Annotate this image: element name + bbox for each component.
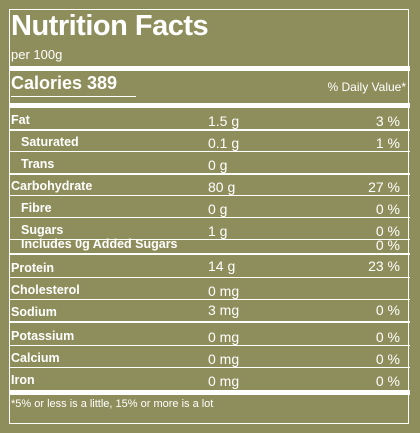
nutrient-amount: 0 mg — [208, 329, 240, 345]
nutrient-row-iron: Iron 0 mg 0 % — [10, 368, 410, 390]
nutrient-daily-value: 3 % — [375, 113, 400, 129]
serving-size: per 100g — [11, 47, 63, 62]
row-divider — [10, 367, 410, 368]
nutrient-name: Sodium — [11, 305, 57, 319]
nutrient-amount: 0 mg — [208, 283, 240, 299]
nutrient-amount: 0 g — [208, 201, 228, 217]
nutrient-row-sugars: Sugars 1 g 0 % — [10, 218, 410, 240]
nutrient-name: Trans — [21, 157, 55, 171]
nutrient-amount: 3 mg — [208, 302, 240, 318]
nutrient-daily-value: 23 % — [368, 258, 400, 274]
row-divider — [10, 129, 410, 131]
nutrient-name: Sugars — [21, 223, 64, 237]
nutrient-row-sodium: Sodium 3 mg 0 % — [10, 300, 410, 323]
row-divider — [10, 239, 410, 240]
nutrient-daily-value: 0 % — [375, 373, 400, 389]
nutrient-amount: 1 g — [208, 223, 228, 239]
nutrient-row-carbohydrate: Carbohydrate 80 g 27 % — [10, 174, 410, 196]
calories-label: Calories 389 — [11, 73, 118, 93]
nutrient-daily-value: 0 % — [375, 302, 400, 318]
nutrient-daily-value: 0 % — [375, 329, 400, 345]
nutrient-name: Cholesterol — [11, 283, 80, 297]
nutrient-amount: 0 g — [208, 157, 228, 173]
nutrient-amount: 0.1 g — [208, 135, 240, 151]
nutrient-name: Potassium — [11, 329, 75, 343]
row-divider — [10, 345, 410, 346]
nutrient-row-protein: Protein 14 g 23 % — [10, 256, 410, 278]
nutrient-row-added-sugars: Includes 0g Added Sugars 0 % — [10, 236, 410, 255]
nutrient-row-saturated: Saturated 0.1 g 1 % — [10, 130, 410, 152]
row-divider — [10, 195, 410, 196]
nutrient-row-potassium: Potassium 0 mg 0 % — [10, 324, 410, 346]
nutrient-daily-value: 0 % — [375, 223, 400, 239]
row-divider — [10, 299, 410, 300]
nutrient-daily-value: 27 % — [368, 179, 400, 195]
row-divider — [10, 253, 410, 255]
nutrient-row-cholesterol: Cholesterol 0 mg — [10, 278, 410, 300]
thick-divider — [10, 390, 410, 395]
calories-underline — [11, 96, 136, 97]
nutrient-amount: 80 g — [208, 179, 236, 195]
nutrient-daily-value: 0 % — [375, 237, 400, 253]
nutrient-daily-value: 0 % — [375, 201, 400, 217]
nutrient-amount: 1.5 g — [208, 113, 240, 129]
nutrient-name: Includes 0g Added Sugars — [21, 237, 178, 251]
row-divider — [10, 277, 410, 278]
row-divider — [10, 151, 410, 152]
footnote: *5% or less is a little, 15% or more is … — [11, 398, 214, 410]
nutrient-name: Fat — [11, 113, 30, 127]
row-divider — [10, 173, 410, 175]
row-divider — [10, 217, 410, 218]
nutrient-name: Iron — [11, 373, 35, 387]
nutrient-daily-value: 0 % — [375, 351, 400, 367]
nutrient-row-trans: Trans 0 g — [10, 152, 410, 175]
nutrient-amount: 0 mg — [208, 351, 240, 367]
nutrient-name: Fibre — [21, 201, 52, 215]
nutrient-name: Saturated — [21, 135, 79, 149]
nutrition-facts-panel — [9, 9, 409, 424]
thick-divider — [10, 103, 410, 108]
nutrient-row-fibre: Fibre 0 g 0 % — [10, 196, 410, 218]
nutrient-name: Carbohydrate — [11, 179, 93, 193]
nutrient-name: Protein — [11, 261, 55, 275]
daily-value-header: % Daily Value* — [327, 80, 406, 94]
thick-divider — [10, 66, 410, 71]
nutrient-row-fat: Fat 1.5 g 3 % — [10, 108, 410, 131]
row-divider — [10, 321, 410, 323]
panel-title: Nutrition Facts — [11, 10, 209, 42]
nutrient-amount: 14 g — [208, 258, 236, 274]
nutrient-daily-value: 1 % — [375, 135, 400, 151]
nutrient-name: Calcium — [11, 351, 60, 365]
nutrient-row-calcium: Calcium 0 mg 0 % — [10, 346, 410, 368]
nutrient-amount: 0 mg — [208, 373, 240, 389]
